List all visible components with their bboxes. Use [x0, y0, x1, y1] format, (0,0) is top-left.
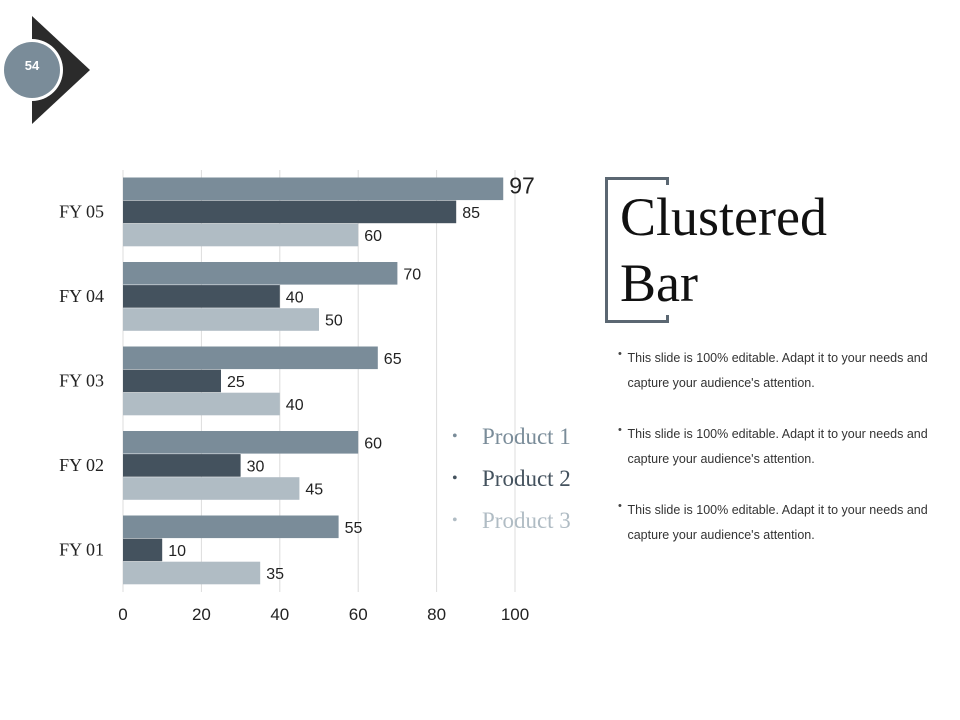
legend-label: Product 3 [482, 508, 571, 533]
bar [123, 346, 378, 370]
bar [123, 369, 221, 393]
data-label: 40 [286, 289, 304, 306]
data-label: 35 [266, 566, 284, 583]
notes-list: • This slide is 100% editable. Adapt it … [618, 346, 938, 574]
note-text: This slide is 100% editable. Adapt it to… [627, 503, 928, 542]
legend-item-product-3: • Product 3 [452, 500, 571, 542]
data-label: 30 [247, 458, 265, 475]
slide-title: Clustered Bar [620, 184, 920, 316]
note-text: This slide is 100% editable. Adapt it to… [627, 427, 928, 466]
bar [123, 561, 261, 585]
data-label: 10 [168, 543, 186, 560]
category-label: FY 02 [59, 455, 104, 475]
bar [123, 285, 280, 308]
bar [123, 454, 241, 477]
x-tick-label: 0 [118, 605, 127, 624]
data-label: 25 [227, 374, 245, 391]
legend-bullet-icon: • [452, 428, 458, 445]
note-item: • This slide is 100% editable. Adapt it … [618, 346, 938, 422]
bar [123, 262, 398, 285]
data-label: 40 [286, 397, 304, 414]
title-bracket-frame [605, 177, 669, 323]
legend-item-product-1: • Product 1 [452, 416, 571, 458]
category-label: FY 03 [59, 370, 104, 390]
legend-label: Product 2 [482, 466, 571, 491]
bar [123, 392, 280, 416]
note-item: • This slide is 100% editable. Adapt it … [618, 422, 938, 498]
category-label: FY 05 [59, 201, 104, 221]
data-label: 55 [345, 520, 363, 537]
x-tick-label: 80 [427, 605, 446, 624]
x-tick-label: 60 [349, 605, 368, 624]
badge-graphic [1, 16, 90, 124]
category-label: FY 01 [59, 539, 104, 559]
legend-bullet-icon: • [452, 470, 458, 487]
data-label: 45 [305, 482, 323, 499]
note-item: • This slide is 100% editable. Adapt it … [618, 498, 938, 574]
data-label: 65 [384, 351, 402, 368]
x-tick-label: 100 [501, 605, 529, 624]
bar [123, 477, 300, 500]
chart-legend: • Product 1 • Product 2 • Product 3 [452, 416, 571, 542]
note-text: This slide is 100% editable. Adapt it to… [627, 351, 928, 390]
data-label: 85 [462, 205, 480, 222]
data-label: 70 [403, 266, 421, 283]
bar [123, 308, 319, 331]
bar [123, 515, 339, 539]
title-line-2: Bar [620, 253, 698, 313]
legend-label: Product 1 [482, 424, 571, 449]
bullet-icon: • [618, 348, 622, 360]
legend-item-product-2: • Product 2 [452, 458, 571, 500]
category-label: FY 04 [59, 286, 104, 306]
legend-bullet-icon: • [452, 512, 458, 529]
data-label: 50 [325, 313, 343, 330]
bullet-icon: • [618, 424, 622, 436]
x-tick-label: 20 [192, 605, 211, 624]
bar [123, 223, 359, 247]
slide-number: 54 [24, 58, 40, 73]
slide-number-badge [0, 16, 96, 126]
bar [123, 177, 504, 201]
data-label: 60 [364, 228, 382, 245]
title-line-1: Clustered [620, 187, 827, 247]
bullet-icon: • [618, 500, 622, 512]
bar [123, 431, 359, 454]
data-label: 97 [509, 173, 535, 199]
data-label: 60 [364, 435, 382, 452]
x-tick-label: 40 [270, 605, 289, 624]
bar [123, 538, 163, 562]
bar [123, 200, 457, 224]
